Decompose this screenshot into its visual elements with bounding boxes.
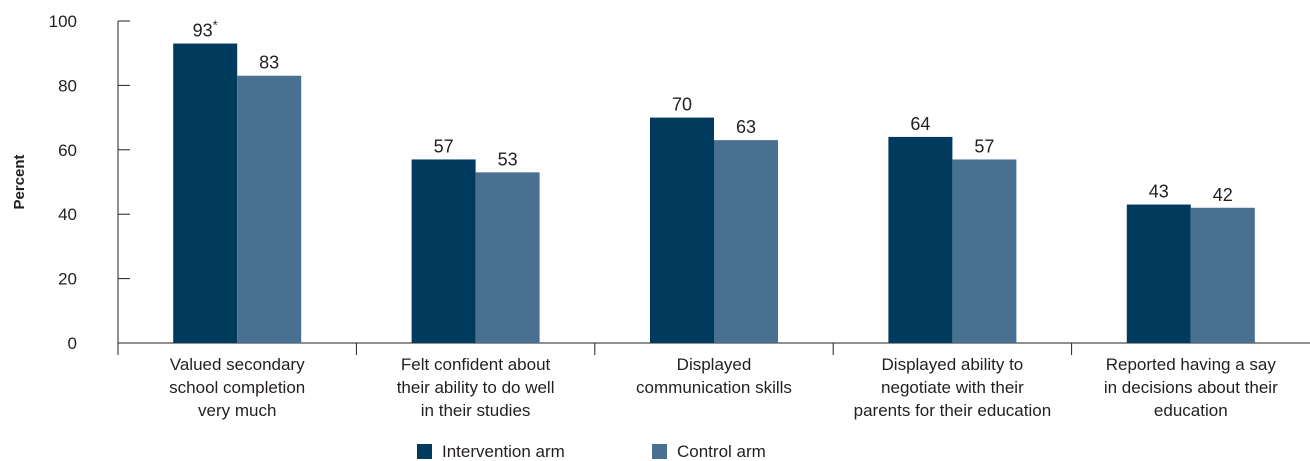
category-label-line: negotiate with their [881,378,1024,397]
y-tick-label: 60 [58,141,77,160]
legend-label: Control arm [677,442,766,461]
bar [650,117,714,343]
bar [1126,204,1191,343]
significance-marker: * [213,18,218,33]
category-label-line: their ability to do well [397,378,555,397]
category-label: Felt confident about their ability to do … [397,355,555,420]
bar [173,43,238,343]
y-tick-label: 40 [58,205,77,224]
y-axis-label: Percent [11,154,28,209]
category-label: Valued secondary school completion very mu… [169,355,305,420]
y-tick-label: 80 [58,76,77,95]
bar [1190,207,1255,343]
bar [475,172,540,343]
y-tick-label: 100 [49,12,77,31]
category-label: Reported having a say in decisions about … [1104,355,1278,420]
legend-swatch [417,444,432,459]
legend-label: Intervention arm [442,442,565,461]
data-label: 57 [974,136,994,156]
category-label-line: Valued secondary [170,355,305,374]
category-label-line: in their studies [421,401,531,420]
y-tick-label: 20 [58,270,77,289]
x-axis [118,342,1310,355]
bar [952,159,1017,343]
category-label: Displayed ability to negotiate with their… [854,355,1052,420]
category-label-line: Reported having a say [1106,355,1277,374]
y-axis: 0 20 40 60 80 100 [49,12,130,355]
category-label-line: parents for their education [854,401,1052,420]
legend-swatch [652,444,667,459]
bar [888,136,953,343]
category-label-line: Felt confident about [401,355,551,374]
category-label: Displayed communication skills [636,355,792,397]
data-label: 83 [259,53,279,73]
bar [237,75,302,344]
category-label-line: education [1154,401,1228,420]
category-label-line: Displayed ability to [882,355,1024,374]
bar [714,140,778,343]
category-label-line: communication skills [636,378,792,397]
category-labels: Valued secondary school completion very mu… [169,355,1278,420]
data-label: 64 [910,114,930,134]
y-tick-label: 0 [68,334,77,353]
category-label-line: very much [198,401,276,420]
bar [411,159,476,343]
data-label: 43 [1149,182,1169,202]
data-label: 70 [672,95,692,115]
category-label-line: Displayed [677,355,752,374]
legend: Intervention arm Control arm [417,442,766,461]
data-labels: 93* 57 70 64 43 83 53 63 57 42 [193,18,1233,205]
data-label: 63 [736,117,756,137]
data-label: 57 [434,136,454,156]
bars [173,43,1255,344]
data-label: 53 [498,149,518,169]
category-label-line: school completion [169,378,305,397]
category-label-line: in decisions about their [1104,378,1278,397]
data-label: 93* [193,18,218,41]
data-label: 42 [1213,185,1233,205]
